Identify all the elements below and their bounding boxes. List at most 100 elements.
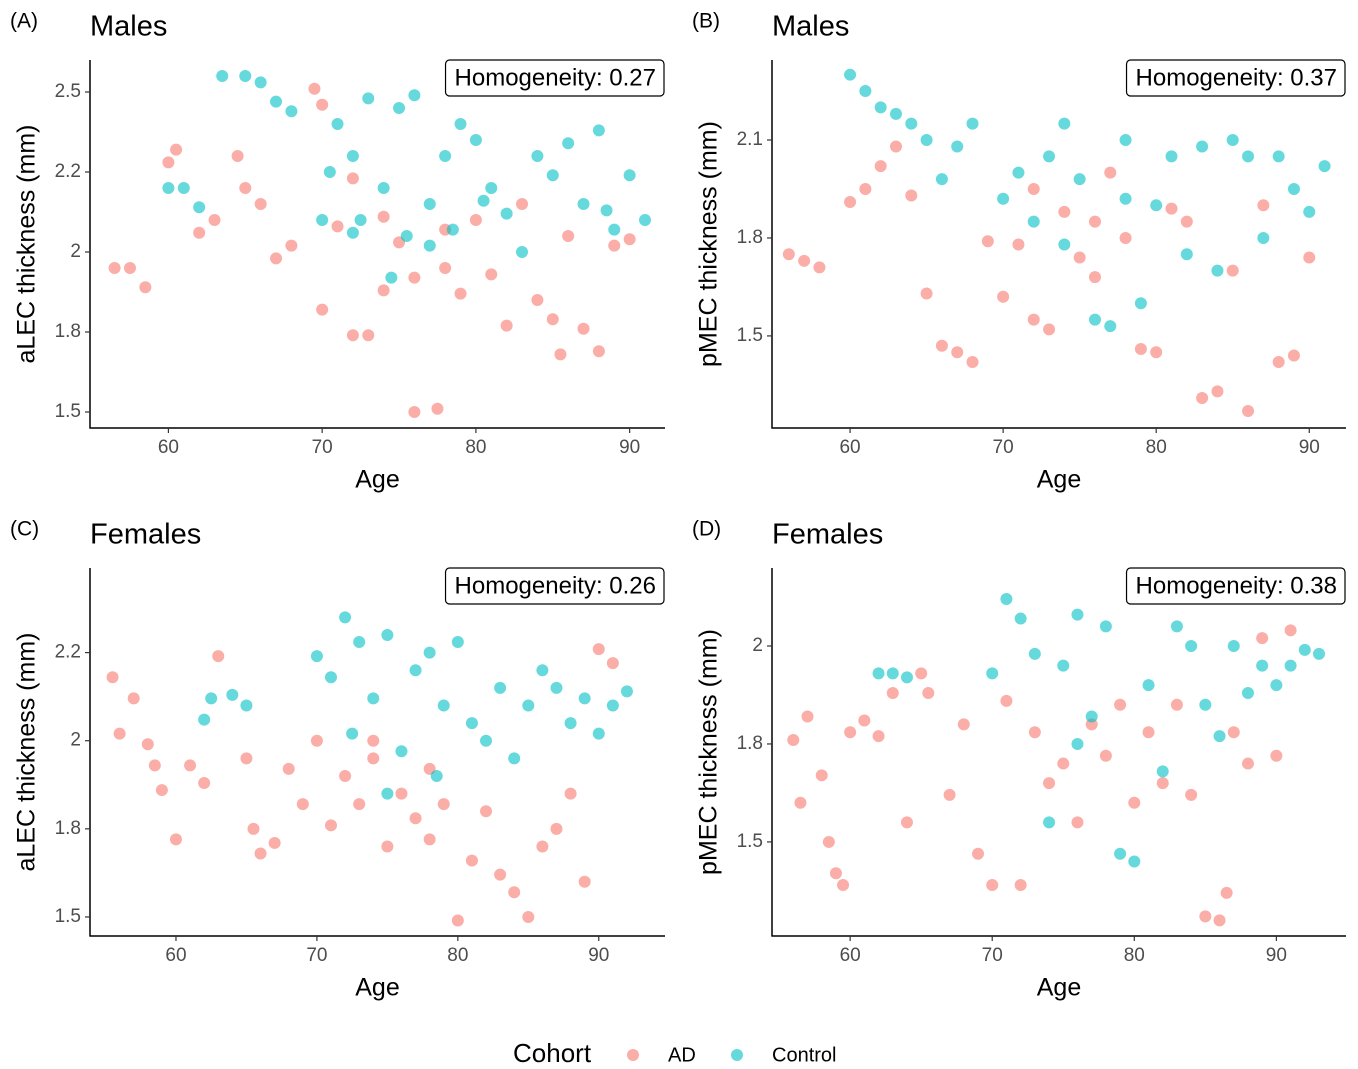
point <box>409 664 422 677</box>
point <box>408 406 421 418</box>
y-tick-label: 2.5 <box>55 81 81 102</box>
point <box>1119 192 1132 205</box>
point <box>451 636 464 649</box>
point <box>829 867 842 880</box>
point <box>1165 202 1178 215</box>
point <box>1303 251 1316 264</box>
point <box>1028 726 1041 739</box>
point <box>1180 248 1193 261</box>
point <box>240 752 253 765</box>
point <box>1142 726 1155 739</box>
point <box>1170 698 1183 711</box>
point <box>362 92 375 105</box>
point <box>346 172 359 185</box>
point <box>439 150 452 162</box>
point <box>198 713 211 726</box>
point <box>886 687 899 700</box>
point <box>522 910 535 923</box>
point <box>177 182 190 194</box>
y-axis-title: aLEC thickness (mm) <box>13 633 41 872</box>
point <box>801 710 814 723</box>
point <box>1199 910 1212 923</box>
point <box>1088 215 1101 228</box>
point <box>1185 639 1198 652</box>
point <box>935 339 948 352</box>
point <box>162 182 175 194</box>
y-tick-label: 2 <box>752 635 763 656</box>
point <box>1058 205 1071 218</box>
point <box>1119 231 1132 244</box>
point <box>170 143 183 156</box>
point <box>1287 349 1300 362</box>
point <box>423 833 436 846</box>
y-tick-label: 1.8 <box>55 818 81 839</box>
point <box>162 156 175 169</box>
legend-key <box>627 1049 639 1061</box>
point <box>1199 698 1212 711</box>
point <box>1028 647 1041 660</box>
panel: (D) Females 60 70 80 90 1.5 1.8 2 Age pMEC thickne… <box>692 518 1346 1002</box>
point <box>886 667 899 680</box>
point <box>986 667 999 680</box>
point <box>1211 385 1224 398</box>
point <box>113 727 126 740</box>
point <box>508 752 521 765</box>
point <box>437 798 450 811</box>
x-tick-label: 80 <box>1124 945 1145 966</box>
point <box>155 784 168 797</box>
point <box>1257 231 1270 244</box>
point <box>500 207 513 220</box>
point <box>282 762 295 775</box>
point <box>239 182 252 194</box>
point <box>1057 659 1070 672</box>
point <box>239 70 252 82</box>
point <box>900 671 913 684</box>
point <box>606 657 619 670</box>
point <box>997 290 1010 303</box>
point <box>395 745 408 758</box>
point <box>270 95 283 108</box>
y-tick-label: 1.8 <box>55 321 81 342</box>
point <box>550 822 563 835</box>
point <box>1272 356 1285 369</box>
point <box>1099 620 1112 633</box>
point <box>381 628 394 641</box>
point <box>1057 757 1070 770</box>
point <box>485 268 498 281</box>
point <box>1027 313 1040 326</box>
y-tick-label: 2.1 <box>737 129 763 150</box>
point <box>577 322 590 335</box>
point <box>837 879 850 892</box>
legend-key <box>731 1049 743 1061</box>
point <box>408 271 421 284</box>
y-axis-title: pMEC thickness (mm) <box>695 629 723 875</box>
point <box>353 636 366 649</box>
point <box>1134 342 1147 355</box>
point <box>966 356 979 369</box>
point <box>564 717 577 730</box>
point <box>1196 391 1209 404</box>
point <box>367 734 380 747</box>
point <box>1303 205 1316 218</box>
point <box>1242 405 1255 418</box>
point <box>1165 150 1178 163</box>
point <box>920 134 933 146</box>
point <box>550 681 563 694</box>
point <box>577 198 590 210</box>
point <box>787 734 800 747</box>
point <box>562 230 575 242</box>
point <box>536 840 549 853</box>
x-tick-label: 80 <box>447 945 468 966</box>
point <box>844 196 857 209</box>
point <box>1088 271 1101 284</box>
point <box>1134 297 1147 310</box>
point <box>346 727 359 740</box>
point <box>212 650 225 663</box>
panel-title: Males <box>90 11 167 43</box>
annotation-box <box>444 567 665 605</box>
point <box>620 685 633 698</box>
point <box>1027 182 1040 195</box>
x-tick-label: 70 <box>312 437 333 458</box>
point <box>1058 117 1071 130</box>
point <box>1000 694 1013 707</box>
